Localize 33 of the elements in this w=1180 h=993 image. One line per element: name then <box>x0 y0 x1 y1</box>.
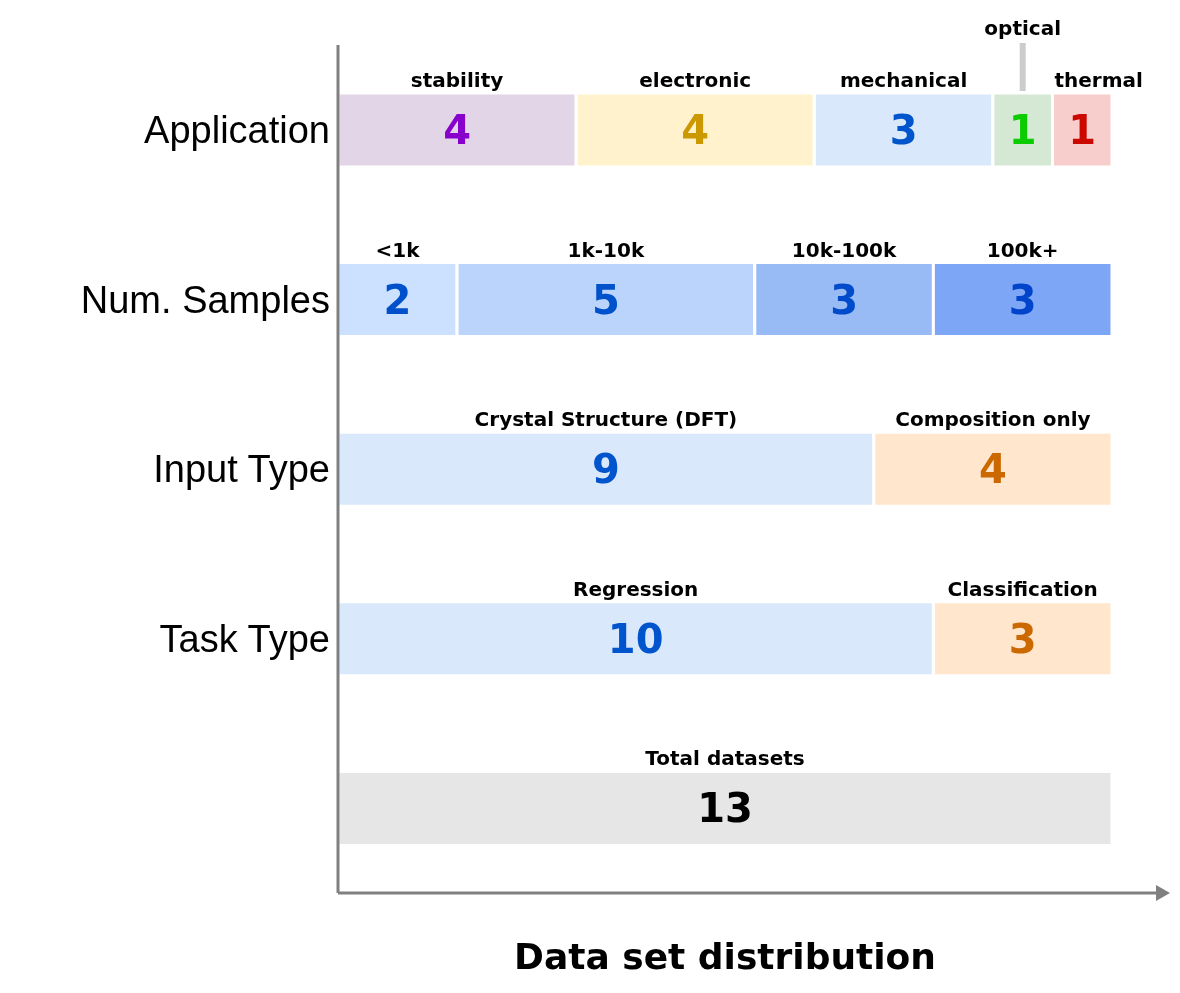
text: optical <box>984 16 1062 40</box>
series-label: thermal <box>1054 68 1143 92</box>
series-label: <1k <box>375 237 421 262</box>
data-label: 4 <box>979 446 1007 493</box>
y-tick-label: Input Type <box>153 448 330 491</box>
y-tick-label: Task Type <box>159 618 330 661</box>
data-label: 2 <box>383 276 412 323</box>
data-label: 5 <box>592 276 620 323</box>
data-label: 3 <box>1008 276 1037 323</box>
data-label: 3 <box>1008 615 1037 662</box>
data-label: 4 <box>681 107 710 153</box>
series-label: 1k-10k <box>567 237 645 262</box>
series-label: 100k+ <box>986 237 1059 262</box>
series-label: Classification <box>947 576 1098 601</box>
series-label: electronic <box>639 68 752 92</box>
data-label: 1 <box>1008 107 1037 153</box>
data-label: 4 <box>443 107 471 153</box>
data-label: 1 <box>1068 107 1097 153</box>
series-label: Composition only <box>895 407 1091 432</box>
series-label: Regression <box>573 576 699 601</box>
series-label: mechanical <box>839 68 968 92</box>
data-label: 3 <box>830 276 858 323</box>
series-label: Crystal Structure (DFT) <box>474 407 738 432</box>
series-label: 10k-100k <box>791 237 898 262</box>
data-label: 9 <box>592 446 620 493</box>
data-label: 3 <box>889 107 918 153</box>
series-label: Total datasets <box>645 746 805 771</box>
series-label: stability <box>410 68 504 92</box>
x-axis-title: Data set distribution <box>514 936 936 977</box>
y-tick-label: Num. Samples <box>80 278 330 321</box>
data-label: 10 <box>607 615 664 662</box>
data-label: 13 <box>697 785 753 832</box>
y-tick-label: Application <box>144 109 330 152</box>
